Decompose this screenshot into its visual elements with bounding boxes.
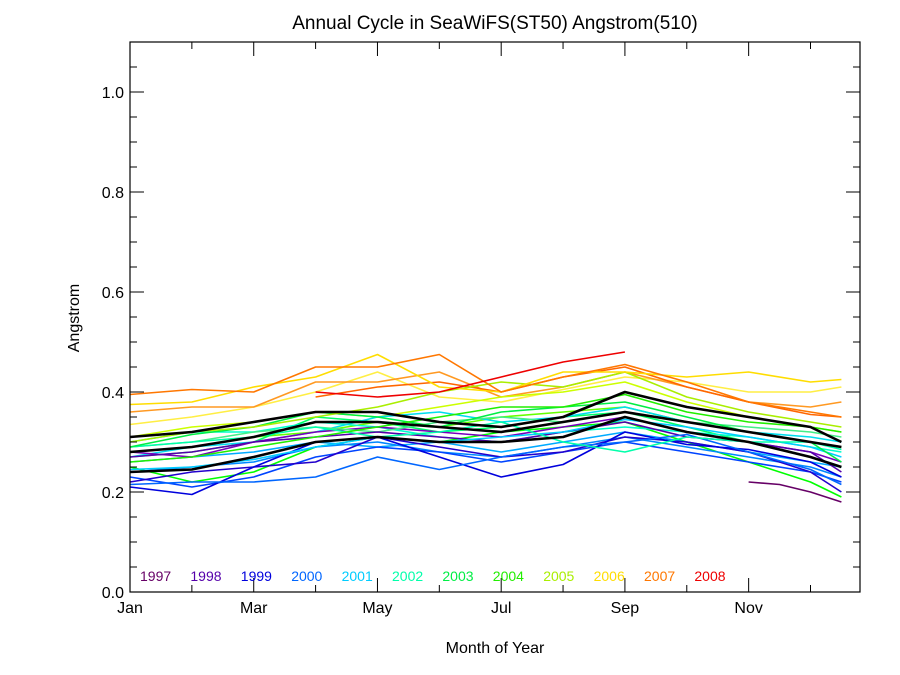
y-tick-label: 0.2 <box>102 485 124 502</box>
y-tick-label: 1.0 <box>102 85 124 102</box>
x-tick-label: Mar <box>240 600 268 617</box>
mean-line-2 <box>129 410 842 454</box>
series-layer <box>129 351 842 503</box>
legend-entry-2000: 2000 <box>291 568 322 584</box>
series-line-1999 <box>129 431 842 496</box>
legend-entry-2005: 2005 <box>543 568 574 584</box>
legend-entry-1999: 1999 <box>241 568 272 584</box>
x-tick-label: Jul <box>491 600 511 617</box>
legend-entry-2008: 2008 <box>694 568 725 584</box>
x-tick-label: May <box>362 600 392 617</box>
legend-entry-2007: 2007 <box>644 568 675 584</box>
x-tick-label: Nov <box>734 600 762 617</box>
series-line-1997 <box>748 481 842 503</box>
legend-entry-1998: 1998 <box>190 568 221 584</box>
y-tick-label: 0.8 <box>102 185 124 202</box>
series-line-2004 <box>129 393 842 463</box>
series-line-2000 <box>129 433 842 486</box>
series-line-2005 <box>129 371 842 443</box>
series-line-2001 <box>129 418 842 471</box>
x-axis-label: Month of Year <box>446 640 545 657</box>
mean-line-1 <box>129 390 842 444</box>
y-tick-label: 0.0 <box>102 585 124 602</box>
legend-entry-2002: 2002 <box>392 568 423 584</box>
legend-entry-2003: 2003 <box>442 568 473 584</box>
x-tick-label: Jan <box>117 600 143 617</box>
legend-entry-2004: 2004 <box>493 568 524 584</box>
chart-title: Annual Cycle in SeaWiFS(ST50) Angstrom(5… <box>292 13 698 34</box>
legend: 1997 1998 1999 2000 2001 2002 2003 2004 2005 2006… <box>140 568 726 584</box>
series-line-extra-12 <box>129 441 842 488</box>
y-axis-label: Angstrom <box>66 284 83 352</box>
legend-entry-2001: 2001 <box>342 568 373 584</box>
series-line-2007 <box>129 353 842 418</box>
y-tick-label: 0.4 <box>102 385 124 402</box>
series-line-2008 <box>315 351 626 398</box>
series-line-extra-15 <box>129 411 842 448</box>
legend-entry-2006: 2006 <box>594 568 625 584</box>
x-tick-label: Sep <box>611 600 640 617</box>
y-tick-label: 0.6 <box>102 285 124 302</box>
legend-entry-1997: 1997 <box>140 568 171 584</box>
axes-layer: 0.0 0.2 0.4 0.6 0.8 1.0 Jan Mar May Jul Sep Nov <box>102 41 861 617</box>
mean-line-3 <box>129 415 842 474</box>
